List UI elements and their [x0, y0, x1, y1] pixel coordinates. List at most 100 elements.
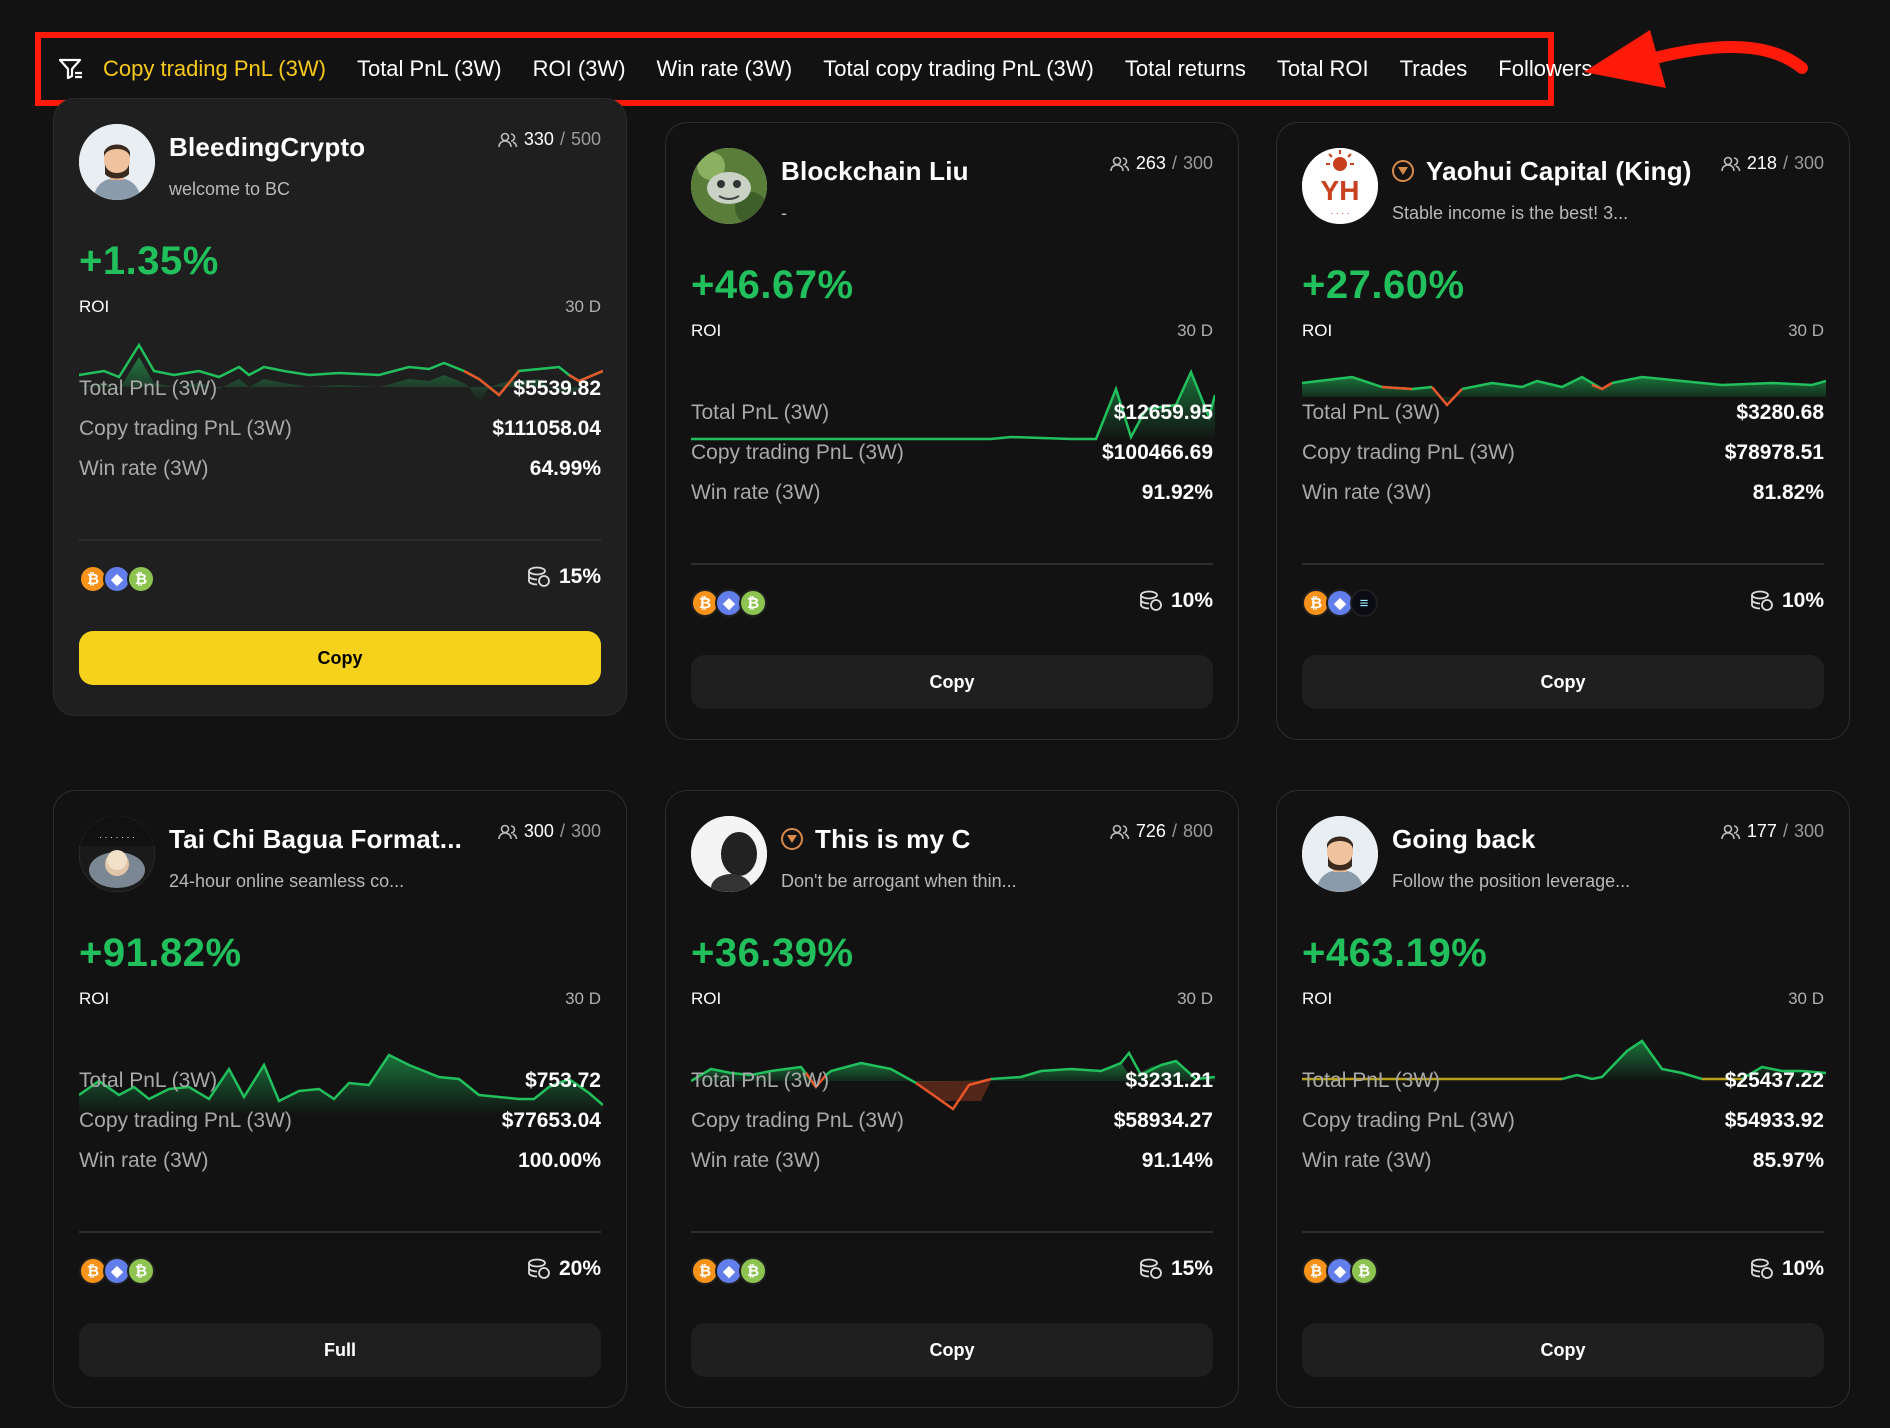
divider	[1302, 1231, 1824, 1233]
full-button[interactable]: Full	[79, 1323, 601, 1377]
roi-value: +463.19%	[1302, 931, 1488, 975]
stat-win-rate: Win rate (3W) 91.14%	[691, 1149, 1213, 1172]
filter-icon[interactable]	[57, 54, 85, 84]
period-label: 30 D	[1177, 989, 1213, 1008]
avatar[interactable]: · · · · · · ·	[79, 816, 155, 892]
profit-share: 15%	[1139, 1257, 1213, 1281]
avatar[interactable]	[691, 816, 767, 892]
period-label: 30 D	[1177, 321, 1213, 340]
roi-sparkline	[79, 1053, 603, 1115]
trader-card[interactable]: This is my C Don't be arrogant when thin…	[665, 790, 1239, 1408]
trader-bio: welcome to BC	[169, 179, 291, 199]
tab-followers[interactable]: Followers	[1498, 56, 1593, 81]
profit-share: 10%	[1750, 1257, 1824, 1281]
coins-stack-icon	[1140, 590, 1162, 611]
followers-current: 300	[523, 821, 554, 841]
stat-copy-pnl: Copy trading PnL (3W) $78978.51	[1302, 441, 1824, 464]
tab-roi[interactable]: ROI (3W)	[532, 56, 626, 81]
tab-total-roi[interactable]: Total ROI	[1276, 56, 1369, 81]
coins-stack-icon	[1751, 590, 1773, 611]
trader-name[interactable]: Yaohui Capital (King)	[1392, 156, 1692, 187]
stat-win-rate: Win rate (3W) 100.00%	[79, 1149, 601, 1172]
avatar[interactable]	[691, 148, 767, 224]
trader-name[interactable]: Going back	[1392, 824, 1536, 854]
vip-badge-icon	[1392, 160, 1414, 182]
coin-list: ₿ ◆ ₿	[691, 589, 767, 617]
stat-copy-pnl: Copy trading PnL (3W) $77653.04	[79, 1109, 601, 1132]
trader-name[interactable]: Blockchain Liu	[781, 156, 969, 186]
trader-card[interactable]: BleedingCrypto welcome to BC 330/500 +1.…	[53, 98, 627, 716]
copy-button[interactable]: Copy	[1302, 1323, 1824, 1377]
vip-badge-icon	[781, 828, 803, 850]
sort-filter-bar: Copy trading PnL (3W) Total PnL (3W) ROI…	[35, 32, 1592, 106]
tab-trades[interactable]: Trades	[1399, 56, 1468, 81]
profit-share: 10%	[1139, 589, 1213, 613]
trader-name[interactable]: This is my C	[781, 824, 971, 855]
stat-copy-pnl: Copy trading PnL (3W) $54933.92	[1302, 1109, 1824, 1132]
users-icon	[1110, 156, 1130, 171]
trader-card[interactable]: YH · · · · Yaohui Capital (King) Stable i…	[1276, 122, 1850, 740]
tab-copy-trading-pnl[interactable]: Copy trading PnL (3W)	[103, 56, 326, 81]
btc-icon: ₿	[691, 1257, 719, 1285]
trader-name[interactable]: Tai Chi Bagua Format...	[169, 824, 463, 854]
avatar[interactable]	[79, 124, 155, 200]
copy-button[interactable]: Copy	[691, 1323, 1213, 1377]
period-label: 30 D	[565, 297, 601, 316]
stat-win-rate: Win rate (3W) 85.97%	[1302, 1149, 1824, 1172]
followers-count: 177/300	[1721, 821, 1824, 842]
roi-sparkline	[1302, 1039, 1826, 1081]
svg-text:· · · · · · ·: · · · · · · ·	[99, 832, 135, 842]
followers-current: 330	[523, 129, 554, 149]
copy-button[interactable]: Copy	[691, 655, 1213, 709]
coins-stack-icon	[1751, 1258, 1773, 1279]
roi-label: ROI	[1302, 321, 1333, 340]
followers-capacity: 500	[570, 129, 601, 149]
annotation-arrow-icon	[1584, 30, 1808, 88]
followers-current: 177	[1746, 821, 1777, 841]
coin-list: ₿ ◆ ≡	[1302, 589, 1378, 617]
trader-bio: Don't be arrogant when thin...	[781, 871, 1017, 891]
trader-card[interactable]: Going back Follow the position leverage.…	[1276, 790, 1850, 1408]
trader-card[interactable]: Blockchain Liu - 263/300 +46.67% ROI 30 …	[665, 122, 1239, 740]
roi-label: ROI	[79, 297, 110, 316]
period-label: 30 D	[565, 989, 601, 1008]
followers-capacity: 300	[1793, 821, 1824, 841]
divider	[79, 1231, 601, 1233]
roi-value: +36.39%	[691, 931, 854, 975]
followers-count: 300/300	[498, 821, 601, 842]
coins-stack-icon	[528, 1258, 550, 1279]
stat-total-pnl: Total PnL (3W) $5539.82	[79, 377, 601, 400]
trader-bio: Stable income is the best! 3...	[1392, 203, 1629, 223]
tab-total-returns[interactable]: Total returns	[1124, 56, 1246, 81]
copy-button[interactable]: Copy	[79, 631, 601, 685]
avatar[interactable]: YH · · · ·	[1302, 148, 1378, 224]
roi-sparkline	[1302, 375, 1826, 407]
divider	[691, 1231, 1213, 1233]
stat-total-pnl: Total PnL (3W) $12659.95	[691, 401, 1213, 424]
coins-stack-icon	[528, 566, 550, 587]
btc-icon: ₿	[691, 589, 719, 617]
bch-icon: ₿	[1350, 1257, 1378, 1285]
stat-total-pnl: Total PnL (3W) $3231.21	[691, 1069, 1213, 1092]
followers-count: 330/500	[498, 129, 601, 150]
trader-name[interactable]: BleedingCrypto	[169, 132, 366, 162]
coins-stack-icon	[1140, 1258, 1162, 1279]
avatar[interactable]	[1302, 816, 1378, 892]
followers-count: 263/300	[1110, 153, 1213, 174]
trader-card[interactable]: · · · · · · · Tai Chi Bagua Format... 24…	[53, 790, 627, 1408]
copy-button[interactable]: Copy	[1302, 655, 1824, 709]
tab-total-pnl[interactable]: Total PnL (3W)	[356, 56, 502, 81]
users-icon	[1721, 156, 1741, 171]
followers-count: 218/300	[1721, 153, 1824, 174]
followers-capacity: 800	[1182, 821, 1213, 841]
bch-icon: ₿	[739, 589, 767, 617]
tab-total-copy-trading-pnl[interactable]: Total copy trading PnL (3W)	[823, 56, 1094, 81]
bch-icon: ₿	[127, 565, 155, 593]
profit-share: 10%	[1750, 589, 1824, 613]
followers-count: 726/800	[1110, 821, 1213, 842]
profit-share: 15%	[527, 565, 601, 589]
trader-bio: 24-hour online seamless co...	[169, 871, 405, 891]
roi-sparkline	[691, 1050, 1215, 1111]
tab-win-rate[interactable]: Win rate (3W)	[656, 56, 793, 81]
users-icon	[498, 132, 518, 147]
